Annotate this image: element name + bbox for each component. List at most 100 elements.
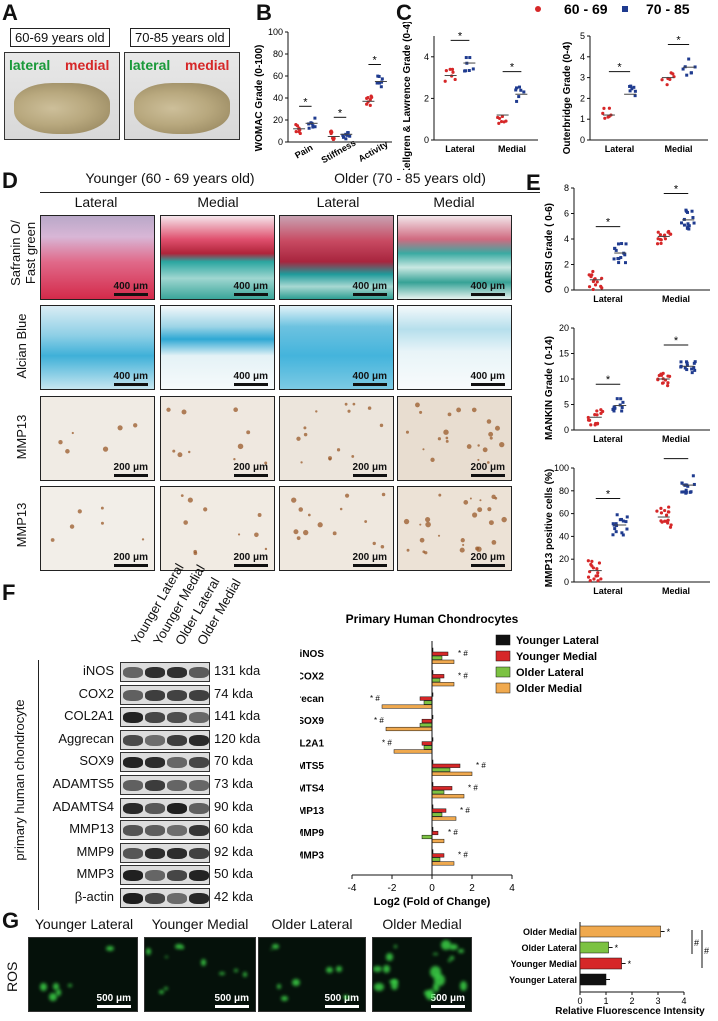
data-point [685, 210, 689, 214]
sig-star: * [674, 458, 679, 461]
fluorescent-cell [390, 979, 399, 990]
data-point [519, 88, 523, 92]
mmp13-old-lateral-b: 200 μm [279, 486, 394, 571]
chart-fold-change: Primary Human Chondrocytes iNOS * # COX2 * … [300, 612, 599, 908]
blot-row [120, 865, 210, 886]
stained-cell [437, 437, 442, 441]
ros-image-ol: 500 μm [258, 937, 366, 1012]
fluorescent-cell [382, 965, 390, 974]
ytick-label: 80 [559, 486, 569, 496]
data-point [615, 513, 619, 517]
ytick-label: 40 [273, 93, 283, 103]
stained-cell [237, 443, 244, 450]
stained-cell [71, 431, 74, 435]
medial-label: medial [185, 57, 230, 73]
data-point [628, 89, 632, 93]
data-point [592, 577, 596, 581]
fluorescent-cell [53, 983, 60, 990]
sig-star: * [617, 62, 622, 74]
legend-swatch [495, 666, 511, 678]
data-point [602, 106, 606, 111]
younger-header: Younger (60 - 69 years old) [85, 170, 255, 186]
data-point [448, 67, 452, 71]
sig-star: * [606, 374, 611, 386]
xtick-label: 0 [429, 883, 435, 894]
stained-cell [488, 520, 494, 526]
kl-ylabel: Kellgren & Lawrence Grade (0-4) [402, 22, 413, 170]
data-point [682, 223, 686, 227]
sig-hash: # [694, 938, 699, 948]
data-point [377, 81, 381, 85]
data-point [615, 397, 619, 401]
data-point [375, 81, 379, 85]
bar [579, 973, 607, 986]
data-point [625, 515, 629, 519]
lateral-label: lateral [129, 57, 171, 73]
data-point [665, 83, 669, 87]
stained-cell [339, 507, 343, 511]
stained-cell [180, 494, 184, 497]
ytick-label: 100 [268, 27, 283, 37]
bar [431, 674, 445, 679]
ytick-label: 0 [580, 135, 585, 145]
bar [419, 722, 433, 728]
ros-image-om: 500 μm [372, 937, 472, 1012]
blot-row [120, 752, 210, 773]
category-label: ADAMTS4 [300, 783, 324, 794]
bar [431, 767, 451, 772]
stained-cell [456, 407, 462, 413]
data-point [596, 571, 600, 575]
data-point [341, 133, 345, 137]
stained-cell [303, 432, 308, 437]
data-point [666, 381, 670, 385]
blot-kda: 141 kda [214, 708, 261, 724]
data-point [633, 89, 637, 93]
data-point [687, 227, 691, 231]
category-label: Lateral [593, 294, 623, 304]
data-point [669, 523, 673, 527]
data-point [368, 98, 372, 102]
fluorescent-cell [433, 953, 438, 956]
data-point [623, 261, 627, 265]
bar [431, 808, 447, 813]
stained-cell [447, 412, 452, 417]
lateral-label: lateral [9, 57, 51, 73]
bar [431, 763, 461, 768]
category-label: iNOS [300, 649, 324, 660]
blot-kda: 70 kda [214, 753, 254, 769]
stained-cell [364, 520, 368, 523]
data-point [679, 360, 683, 364]
sig-mark: * # [476, 761, 486, 770]
data-point [685, 368, 689, 372]
chart-mmp13-cells: MMP13 positive cells (%) 0 20 40 60 80 100 * * L… [544, 458, 710, 596]
data-point [655, 242, 660, 246]
xtick-label: 1 [603, 996, 608, 1006]
bar [579, 957, 622, 970]
stained-cell [367, 406, 372, 410]
panel-f-label: F [2, 580, 16, 605]
ytick-label: 2 [564, 260, 569, 270]
data-point [692, 361, 696, 365]
category-label: MMP3 [300, 851, 324, 862]
category-label: Older Lateral [521, 943, 577, 953]
stained-cell [303, 529, 309, 536]
panel-a-label: A [2, 0, 18, 25]
blot-kda: 120 kda [214, 730, 261, 746]
age-old-label: 70-85 years old [130, 28, 230, 47]
category-label: MMP13 [300, 806, 324, 817]
ytick-label: 1 [580, 114, 585, 124]
stained-cell [501, 516, 507, 523]
data-point [667, 229, 671, 234]
data-point [613, 527, 617, 531]
data-point [601, 111, 605, 115]
stained-cell [491, 540, 497, 545]
data-point [515, 99, 519, 103]
fluorescent-cell [374, 983, 384, 991]
stained-cell [486, 419, 492, 424]
data-point [684, 488, 688, 492]
data-point [453, 77, 457, 82]
data-point [659, 511, 664, 515]
data-point [669, 232, 673, 236]
ytick-label: 0 [424, 135, 429, 145]
blot-kda: 42 kda [214, 889, 254, 904]
